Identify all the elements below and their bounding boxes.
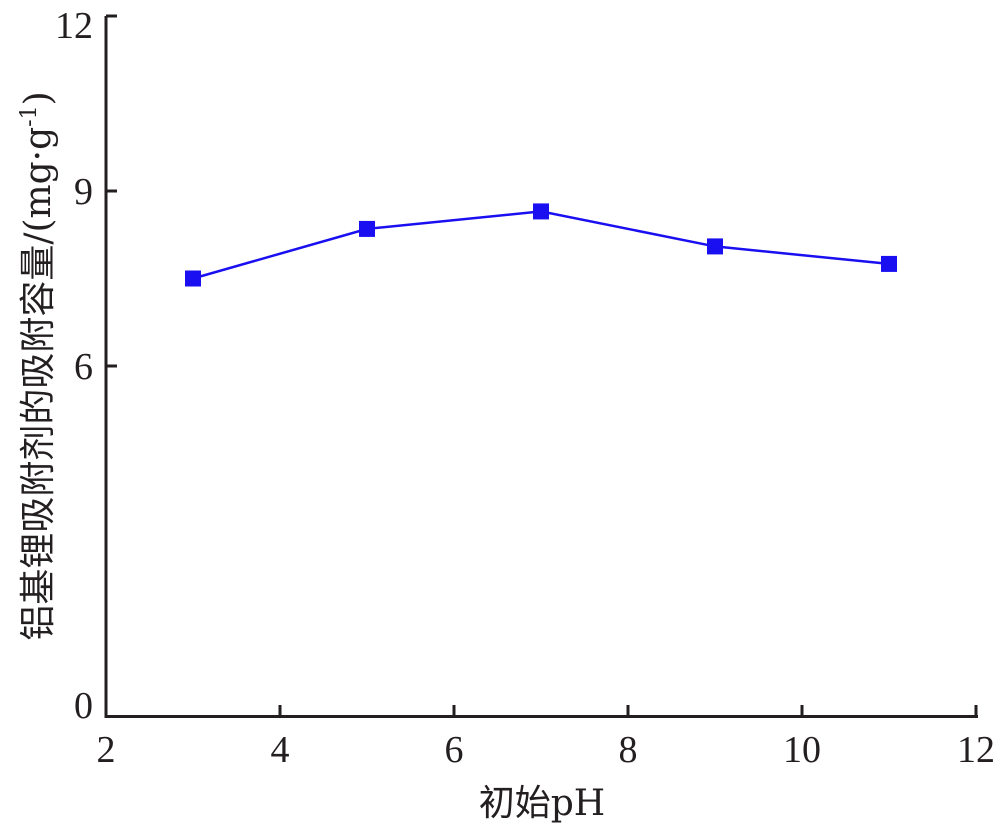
tick-labels: 2 4 6 8 10 12 0 6 9 12	[55, 5, 995, 771]
x-tick-label: 6	[445, 729, 464, 771]
y-tick-label: 12	[55, 5, 93, 47]
x-tick-label: 12	[957, 729, 995, 771]
axes	[104, 16, 978, 718]
series-layer	[185, 203, 897, 287]
data-point-marker	[359, 220, 375, 237]
y-tick-label: 9	[74, 171, 93, 213]
x-tick-label: 4	[271, 729, 290, 771]
data-point-marker	[185, 270, 201, 287]
y-tick-label: 0	[74, 685, 93, 727]
y-axis-title: 铝基锂吸附剂的吸附容量/(mg·g-1)	[17, 91, 59, 640]
y-axis-title-superscript: -1	[17, 105, 42, 126]
y-axis-title-main: 铝基锂吸附剂的吸附容量/(mg·g	[18, 127, 59, 641]
data-point-marker	[881, 255, 897, 272]
ticks	[106, 14, 978, 716]
series-line	[192, 210, 890, 280]
x-tick-label: 8	[619, 729, 638, 771]
y-tick-label: 6	[74, 346, 93, 388]
data-point-marker	[533, 203, 549, 220]
x-tick-label: 2	[97, 729, 116, 771]
x-tick-label: 10	[783, 729, 821, 771]
y-axis-title-close: )	[18, 91, 59, 105]
x-axis-title: 初始pH	[479, 783, 605, 824]
data-point-marker	[707, 238, 723, 255]
